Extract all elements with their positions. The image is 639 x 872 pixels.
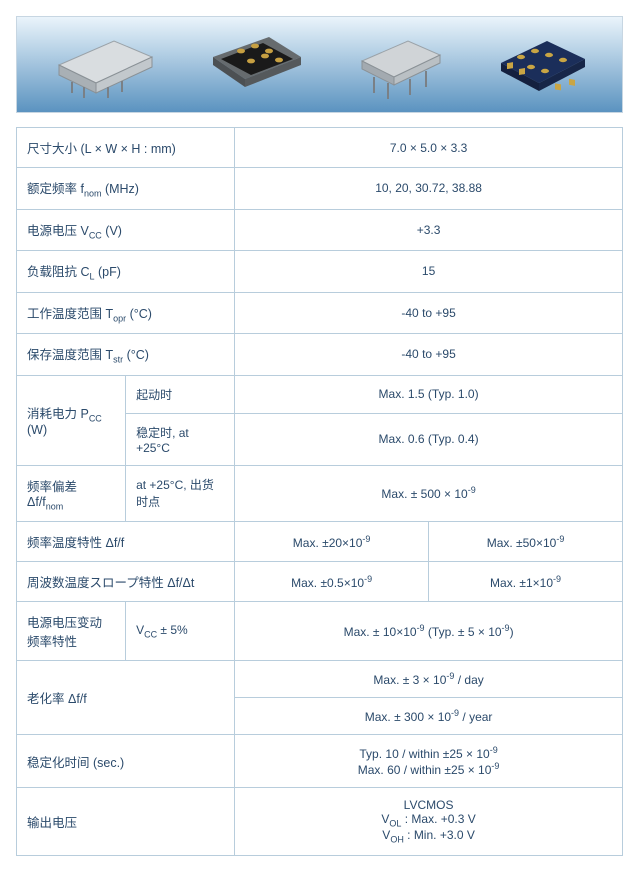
row-load: 负载阻抗 CL (pF) 15 bbox=[17, 251, 623, 293]
row-slope: 周波数温度スロープ特性 Δf/Δt Max. ±0.5×10-9 Max. ±1… bbox=[17, 562, 623, 602]
oscillator-image-3 bbox=[348, 27, 448, 102]
label-topr: 工作温度范围 Topr (°C) bbox=[17, 292, 235, 334]
row-output: 输出电压 LVCMOS VOL : Max. +0.3 V VOH : Min.… bbox=[17, 788, 623, 856]
value-topr: -40 to +95 bbox=[235, 292, 623, 334]
label-freq: 额定频率 fnom (MHz) bbox=[17, 168, 235, 210]
sublabel-offset: at +25°C, 出货时点 bbox=[126, 465, 235, 522]
label-power: 消耗电力 PCC (W) bbox=[17, 375, 126, 465]
label-tstr: 保存温度范围 Tstr (°C) bbox=[17, 334, 235, 376]
label-load: 负载阻抗 CL (pF) bbox=[17, 251, 235, 293]
label-output: 输出电压 bbox=[17, 788, 235, 856]
value-aging-day: Max. ± 3 × 10-9 / day bbox=[235, 661, 623, 698]
value-offset: Max. ± 500 × 10-9 bbox=[235, 465, 623, 522]
row-vcc: 电源电压 VCC (V) +3.3 bbox=[17, 209, 623, 251]
label-slope: 周波数温度スロープ特性 Δf/Δt bbox=[17, 562, 235, 602]
value-vvar: Max. ± 10×10-9 (Typ. ± 5 × 10-9) bbox=[235, 602, 623, 661]
value-slope-2: Max. ±1×10-9 bbox=[429, 562, 623, 602]
value-aging-year: Max. ± 300 × 10-9 / year bbox=[235, 698, 623, 735]
value-tstr: -40 to +95 bbox=[235, 334, 623, 376]
value-stab: Typ. 10 / within ±25 × 10-9 Max. 60 / wi… bbox=[235, 735, 623, 788]
label-size: 尺寸大小 (L × W × H : mm) bbox=[17, 128, 235, 168]
value-power-start: Max. 1.5 (Typ. 1.0) bbox=[235, 375, 623, 413]
sublabel-power-start: 起动时 bbox=[126, 375, 235, 413]
value-ftemp-2: Max. ±50×10-9 bbox=[429, 522, 623, 562]
value-freq: 10, 20, 30.72, 38.88 bbox=[235, 168, 623, 210]
page-container: 尺寸大小 (L × W × H : mm) 7.0 × 5.0 × 3.3 额定… bbox=[0, 0, 639, 872]
value-vcc: +3.3 bbox=[235, 209, 623, 251]
row-size: 尺寸大小 (L × W × H : mm) 7.0 × 5.0 × 3.3 bbox=[17, 128, 623, 168]
oscillator-image-4 bbox=[485, 27, 595, 102]
row-power-1: 消耗电力 PCC (W) 起动时 Max. 1.5 (Typ. 1.0) bbox=[17, 375, 623, 413]
sublabel-power-stable: 稳定时, at +25°C bbox=[126, 413, 235, 465]
row-tstr: 保存温度范围 Tstr (°C) -40 to +95 bbox=[17, 334, 623, 376]
label-vcc: 电源电压 VCC (V) bbox=[17, 209, 235, 251]
row-ftemp: 频率温度特性 Δf/f Max. ±20×10-9 Max. ±50×10-9 bbox=[17, 522, 623, 562]
value-size: 7.0 × 5.0 × 3.3 bbox=[235, 128, 623, 168]
row-topr: 工作温度范围 Topr (°C) -40 to +95 bbox=[17, 292, 623, 334]
value-power-stable: Max. 0.6 (Typ. 0.4) bbox=[235, 413, 623, 465]
row-aging-1: 老化率 Δf/f Max. ± 3 × 10-9 / day bbox=[17, 661, 623, 698]
value-ftemp-1: Max. ±20×10-9 bbox=[235, 522, 429, 562]
value-output: LVCMOS VOL : Max. +0.3 V VOH : Min. +3.0… bbox=[235, 788, 623, 856]
label-aging: 老化率 Δf/f bbox=[17, 661, 235, 735]
oscillator-image-2 bbox=[201, 27, 311, 102]
value-load: 15 bbox=[235, 251, 623, 293]
row-stab: 稳定化时间 (sec.) Typ. 10 / within ±25 × 10-9… bbox=[17, 735, 623, 788]
label-stab: 稳定化时间 (sec.) bbox=[17, 735, 235, 788]
label-ftemp: 频率温度特性 Δf/f bbox=[17, 522, 235, 562]
label-vvar: 电源电压变动频率特性 bbox=[17, 602, 126, 661]
label-offset: 频率偏差 Δf/fnom bbox=[17, 465, 126, 522]
row-vvar: 电源电压变动频率特性 VCC ± 5% Max. ± 10×10-9 (Typ.… bbox=[17, 602, 623, 661]
spec-table: 尺寸大小 (L × W × H : mm) 7.0 × 5.0 × 3.3 额定… bbox=[16, 127, 623, 856]
row-offset: 频率偏差 Δf/fnom at +25°C, 出货时点 Max. ± 500 ×… bbox=[17, 465, 623, 522]
value-slope-1: Max. ±0.5×10-9 bbox=[235, 562, 429, 602]
oscillator-image-1 bbox=[44, 27, 164, 102]
sublabel-vvar: VCC ± 5% bbox=[126, 602, 235, 661]
row-freq: 额定频率 fnom (MHz) 10, 20, 30.72, 38.88 bbox=[17, 168, 623, 210]
product-image-header bbox=[16, 16, 623, 113]
